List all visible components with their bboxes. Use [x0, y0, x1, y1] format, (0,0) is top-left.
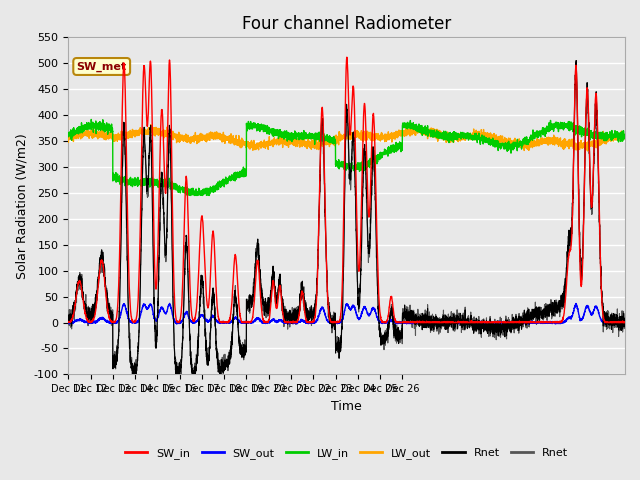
X-axis label: Time: Time	[332, 400, 362, 413]
Legend: SW_in, SW_out, LW_in, LW_out, Rnet, Rnet: SW_in, SW_out, LW_in, LW_out, Rnet, Rnet	[121, 444, 572, 463]
Title: Four channel Radiometer: Four channel Radiometer	[242, 15, 451, 33]
Y-axis label: Solar Radiation (W/m2): Solar Radiation (W/m2)	[15, 133, 28, 279]
Text: SW_met: SW_met	[77, 61, 127, 72]
